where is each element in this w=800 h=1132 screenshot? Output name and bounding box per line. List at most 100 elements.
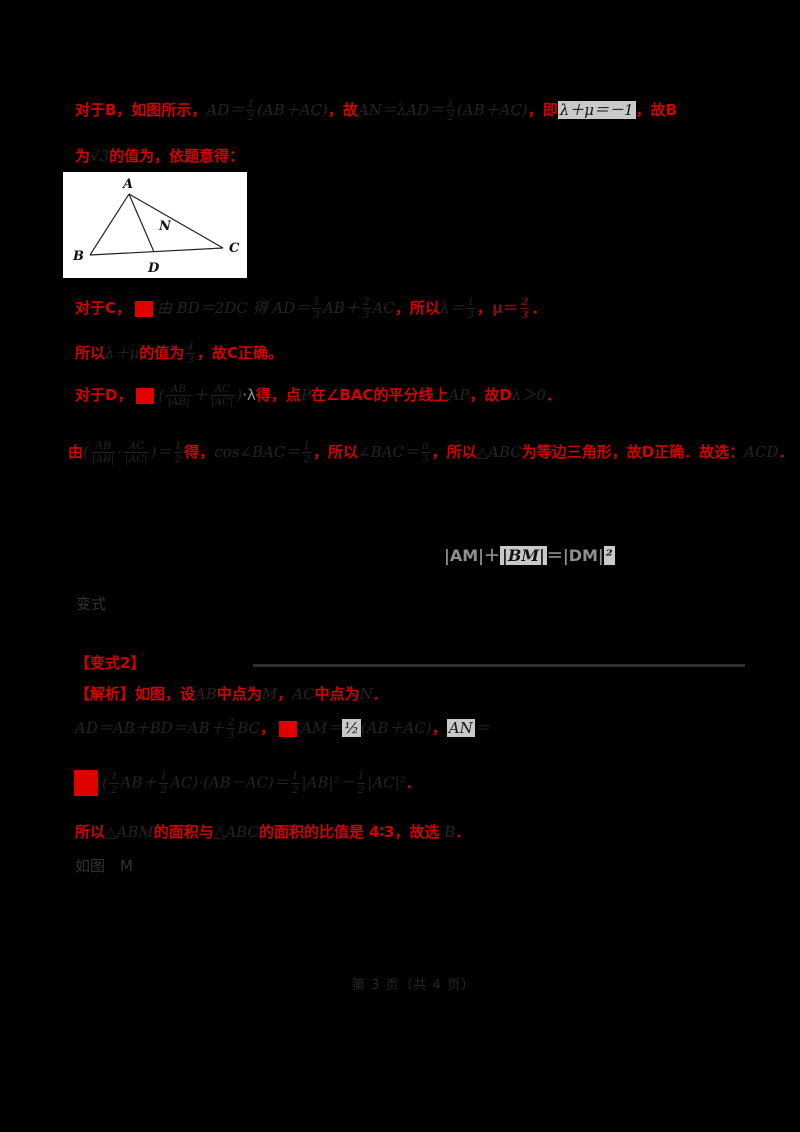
text-run: ，故 [327, 101, 358, 120]
text-run: |BM| [500, 546, 547, 565]
text-run: λ＝ [439, 299, 465, 318]
text-run: N [359, 685, 373, 703]
text-run: 的值为，依题意得： [109, 147, 245, 165]
text-run: ， [431, 719, 447, 738]
text-run: 在∠BAC的平分线上 [311, 386, 449, 405]
text-run: (AB＋AC) [360, 719, 432, 738]
text-run: (AB＋AC) [456, 101, 528, 120]
text-run: BC [237, 719, 261, 738]
text-run: B [439, 823, 456, 841]
text-run: ． [455, 823, 471, 841]
point-label-D: D [147, 261, 160, 276]
text-run: ² [677, 101, 682, 113]
text-run: ∠BAC＝ [358, 443, 419, 462]
text-run: μ＝ [492, 299, 519, 318]
text-run: P [300, 386, 312, 405]
text-run: ，故B [635, 101, 678, 120]
text-run: ，即 [527, 101, 558, 120]
cevian-AD [128, 193, 155, 253]
red-mark-block [279, 720, 298, 737]
text-run: √3 [90, 147, 110, 165]
text-run: ，所以 [431, 443, 477, 462]
text-run: ，所以 [394, 299, 440, 318]
derivation-line-2: (1 2 AB＋ 1 2 AC)·(AB－AC)＝ 1 2 |AB|²－ 1 2 |AC|²． [70, 770, 421, 796]
text-run: AC [372, 299, 395, 318]
text-run: ) [236, 386, 243, 405]
text-run: |AC|² [367, 773, 406, 792]
text-run: 如图 [75, 857, 106, 875]
point-label-N: N [158, 219, 172, 234]
red-mark-block [135, 300, 154, 317]
text-run: 中点为 [216, 685, 262, 703]
variant-faint-label: 变式 [76, 594, 106, 614]
text-run: 对于C， [75, 299, 132, 318]
variant-heading: 【变式2】 [75, 653, 145, 673]
text-run: 所以 [75, 823, 106, 841]
text-run: λ＋μ＝－1 [557, 101, 636, 120]
text-run: 所以 [75, 344, 106, 363]
red-mark-block [74, 770, 98, 796]
side-AB [89, 193, 130, 256]
text-run: AC [292, 685, 315, 703]
text-run: cos∠BAC＝ [214, 443, 301, 462]
text-run: AB [195, 685, 217, 703]
text-run: 的值为 [139, 344, 185, 363]
text-run: · [117, 443, 123, 462]
text-run: AB |AB| [90, 440, 116, 466]
text-run: ． [372, 685, 388, 703]
solution-line-option-c2: 所以λ＋μ的值为 4 3 ，故C正确。 [75, 341, 283, 366]
side-BC [89, 247, 224, 256]
text-run: λ＞0 [511, 386, 546, 405]
text-run: ． [405, 773, 421, 792]
text-run: λ＋μ [105, 344, 140, 363]
text-run: 中点为 [314, 685, 360, 703]
text-run: ，所以 [313, 443, 359, 462]
derivation-line-1: AD＝AB＋BD＝AB＋ 2 3 BC， AM＝ ½ (AB＋AC)， AN ＝ [75, 716, 490, 741]
text-run: ， [477, 299, 493, 318]
text-run: 的面积与 [153, 823, 214, 841]
text-run: 为等边三角形，故D正确．故选： [521, 443, 745, 462]
text-run: AC)·(AB－AC)＝ [170, 773, 289, 792]
solution-line-option-d1: 对于D， (AB |AB| ＋ AC |AC|)·λ得，点P在∠BAC的平分线上AP，故D… [75, 383, 561, 408]
solution-line-option-b: 对于B，如图所示，AD＝ 1 2 (AB＋AC)，故AN＝λAD＝ λ 2 (AB＋AC)，… [75, 98, 681, 123]
text-run: 由 BD＝2DC 得 AD＝ [157, 299, 311, 318]
text-run: AM＝ [301, 719, 343, 738]
text-run: ＝ [474, 719, 490, 738]
solution-line-option-c1: 对于C，由 BD＝2DC 得 AD＝ 1 3 AB＋ 2 3 AC，所以λ＝ 1 3 ，μ＝ 2 3 ． [75, 296, 546, 321]
text-run: AB＋ [120, 773, 158, 792]
text-run: AD＝ [206, 101, 245, 120]
text-run: ． [531, 299, 547, 318]
vertex-label-C: C [229, 241, 240, 256]
text-run [105, 857, 120, 875]
text-run: (AB＋AC) [256, 101, 328, 120]
text-run: ACD [744, 443, 779, 462]
text-run: ( [158, 386, 165, 405]
text-run: |AM|＋ [444, 546, 500, 565]
text-run: AB |AB| [166, 383, 191, 409]
text-run: ． [778, 443, 794, 462]
text-run: ． [545, 386, 561, 405]
text-run: AC |AC| [124, 440, 149, 466]
analysis-line: 【解析】如图，设AB中点为M，AC中点为N． [75, 684, 388, 704]
triangle-figure: A B C D N [63, 172, 247, 278]
text-run: ² [603, 546, 615, 565]
text-run: 得， [184, 443, 215, 462]
text-run: 由 [68, 443, 84, 462]
text-run: ，故D [469, 386, 512, 405]
text-run: 【变式2】 [75, 654, 146, 672]
text-run: M [261, 685, 278, 703]
center-equation-heading: |AM|＋ |BM| ＝|DM| ² [444, 545, 615, 567]
text-run: ，故C正确。 [196, 344, 283, 363]
text-run: ( [102, 773, 108, 792]
